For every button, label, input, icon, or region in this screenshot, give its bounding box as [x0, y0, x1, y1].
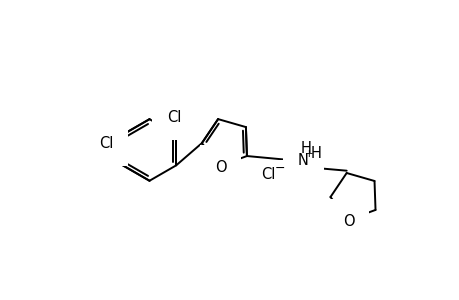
Text: N: N — [297, 153, 308, 168]
Text: Cl: Cl — [166, 110, 181, 125]
Text: +: + — [304, 149, 313, 159]
Text: O: O — [214, 160, 226, 175]
Text: O: O — [342, 214, 354, 229]
Text: H: H — [300, 141, 311, 156]
Text: −: − — [274, 162, 285, 175]
Text: Cl: Cl — [261, 167, 275, 182]
Text: Cl: Cl — [99, 136, 113, 151]
Text: H: H — [310, 146, 320, 161]
